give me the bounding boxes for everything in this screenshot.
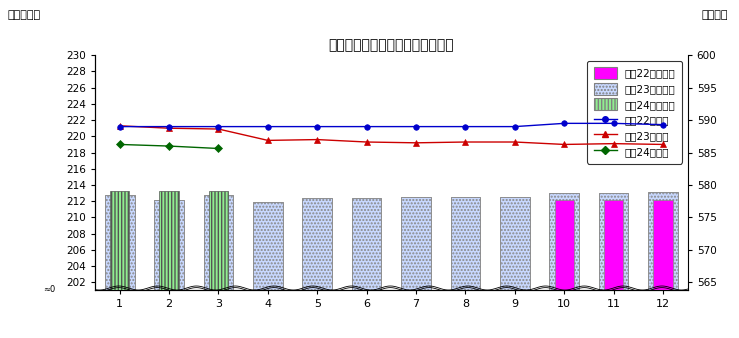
Bar	[352, 198, 381, 290]
Bar	[154, 200, 184, 290]
Bar	[604, 200, 623, 290]
Bar	[599, 193, 628, 290]
Title: 鳥取県の推計人口・世帯数の推移: 鳥取県の推計人口・世帯数の推移	[329, 39, 454, 53]
Bar	[401, 197, 431, 290]
Bar	[204, 195, 234, 290]
Bar	[253, 202, 283, 290]
Bar	[302, 198, 332, 290]
Bar	[554, 200, 574, 290]
Bar	[160, 191, 179, 290]
Legend: 平成22年世帯数, 平成23年世帯数, 平成24年世帯数, 平成22年人口, 平成23年人口, 平成24年人口: 平成22年世帯数, 平成23年世帯数, 平成24年世帯数, 平成22年人口, 平…	[588, 61, 682, 164]
Bar	[549, 193, 579, 290]
Bar	[500, 197, 530, 290]
Bar	[352, 198, 381, 290]
Text: ≈0: ≈0	[43, 285, 55, 294]
Bar	[154, 200, 184, 290]
Bar	[253, 202, 283, 290]
Bar	[648, 192, 678, 290]
Bar	[209, 191, 228, 290]
Text: （千人）: （千人）	[701, 10, 728, 20]
Bar	[451, 197, 480, 290]
Bar	[401, 197, 431, 290]
Bar	[648, 192, 678, 290]
Bar	[105, 195, 134, 290]
Bar	[653, 200, 672, 290]
Bar	[599, 193, 628, 290]
Bar	[105, 195, 134, 290]
Bar	[110, 191, 129, 290]
Bar	[500, 197, 530, 290]
Bar	[451, 197, 480, 290]
Bar	[302, 198, 332, 290]
Bar	[204, 195, 234, 290]
Bar	[549, 193, 579, 290]
Text: （千世帯）: （千世帯）	[7, 10, 41, 20]
